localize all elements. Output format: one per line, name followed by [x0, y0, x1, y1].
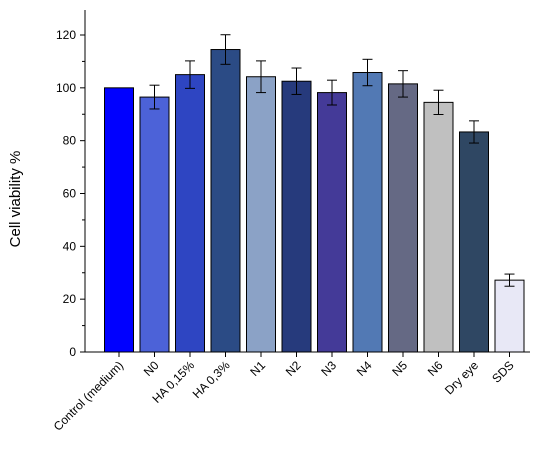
y-tick-label: 80: [63, 134, 77, 148]
bar: [423, 101, 454, 353]
bar: [139, 96, 170, 353]
bar: [459, 131, 489, 353]
bar: [388, 83, 418, 353]
x-tick-label: N1: [247, 358, 268, 379]
y-axis-ticks: 0 20 40 60 80 100 120: [56, 28, 85, 359]
x-tick-label: Control (medium): [51, 358, 126, 433]
bar: [352, 72, 383, 353]
x-tick-label: N0: [141, 358, 162, 379]
x-tick-label: N5: [389, 358, 410, 379]
x-tick-label: HA 0,3%: [190, 358, 233, 401]
x-tick-label: N6: [425, 358, 446, 379]
y-tick-label: 20: [63, 292, 77, 306]
bar: [175, 74, 205, 353]
x-tick-label: Dry eye: [442, 358, 481, 397]
x-tick-label: N3: [318, 358, 339, 379]
error-bars: [149, 34, 515, 287]
bar: [281, 80, 312, 353]
y-tick-label: 100: [56, 81, 76, 95]
bar: [317, 92, 347, 353]
bar: [246, 76, 276, 353]
bar: [210, 49, 241, 353]
y-axis-title: Cell viability %: [7, 151, 24, 248]
bar: [494, 279, 525, 353]
x-tick-label: N4: [354, 358, 375, 379]
y-tick-label: 60: [63, 187, 77, 201]
y-tick-label: 40: [63, 239, 77, 253]
bars: [104, 49, 525, 353]
y-tick-label: 0: [69, 345, 76, 359]
x-tick-label: SDS: [489, 358, 516, 385]
bar: [104, 87, 134, 353]
y-tick-label: 120: [56, 28, 76, 42]
x-tick-label: N2: [283, 358, 304, 379]
